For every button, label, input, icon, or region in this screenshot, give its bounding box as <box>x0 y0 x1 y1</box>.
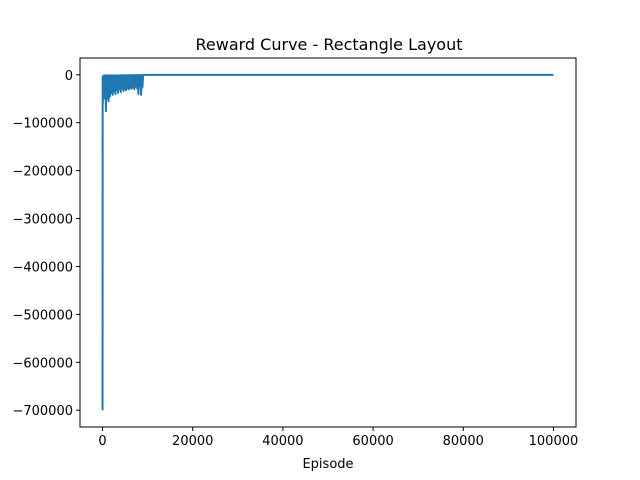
x-tick-label: 80000 <box>443 434 484 449</box>
x-tick-label: 20000 <box>172 434 213 449</box>
x-tick-label: 100000 <box>529 434 579 449</box>
y-tick-label: −200000 <box>12 165 73 180</box>
plot-area <box>101 73 554 411</box>
y-tick-label: −600000 <box>12 356 73 371</box>
x-axis: 0 20000 40000 60000 80000 100000 <box>98 427 578 449</box>
x-axis-label: Episode <box>302 457 353 472</box>
x-tick-label: 0 <box>98 434 106 449</box>
series-line-0 <box>101 73 554 411</box>
x-tick-label: 60000 <box>352 434 393 449</box>
y-tick-label: −700000 <box>12 404 73 419</box>
y-axis: 0 −100000 −200000 −300000 −400000 −500000 −600… <box>12 69 80 419</box>
x-tick-label: 40000 <box>262 434 303 449</box>
y-tick-label: −500000 <box>12 308 73 323</box>
y-tick-label: 0 <box>65 69 73 84</box>
chart-title: Reward Curve - Rectangle Layout <box>196 35 463 54</box>
y-tick-label: −100000 <box>12 117 73 132</box>
y-tick-label: −400000 <box>12 260 73 275</box>
y-tick-label: −300000 <box>12 213 73 228</box>
axes-frame <box>79 57 577 428</box>
